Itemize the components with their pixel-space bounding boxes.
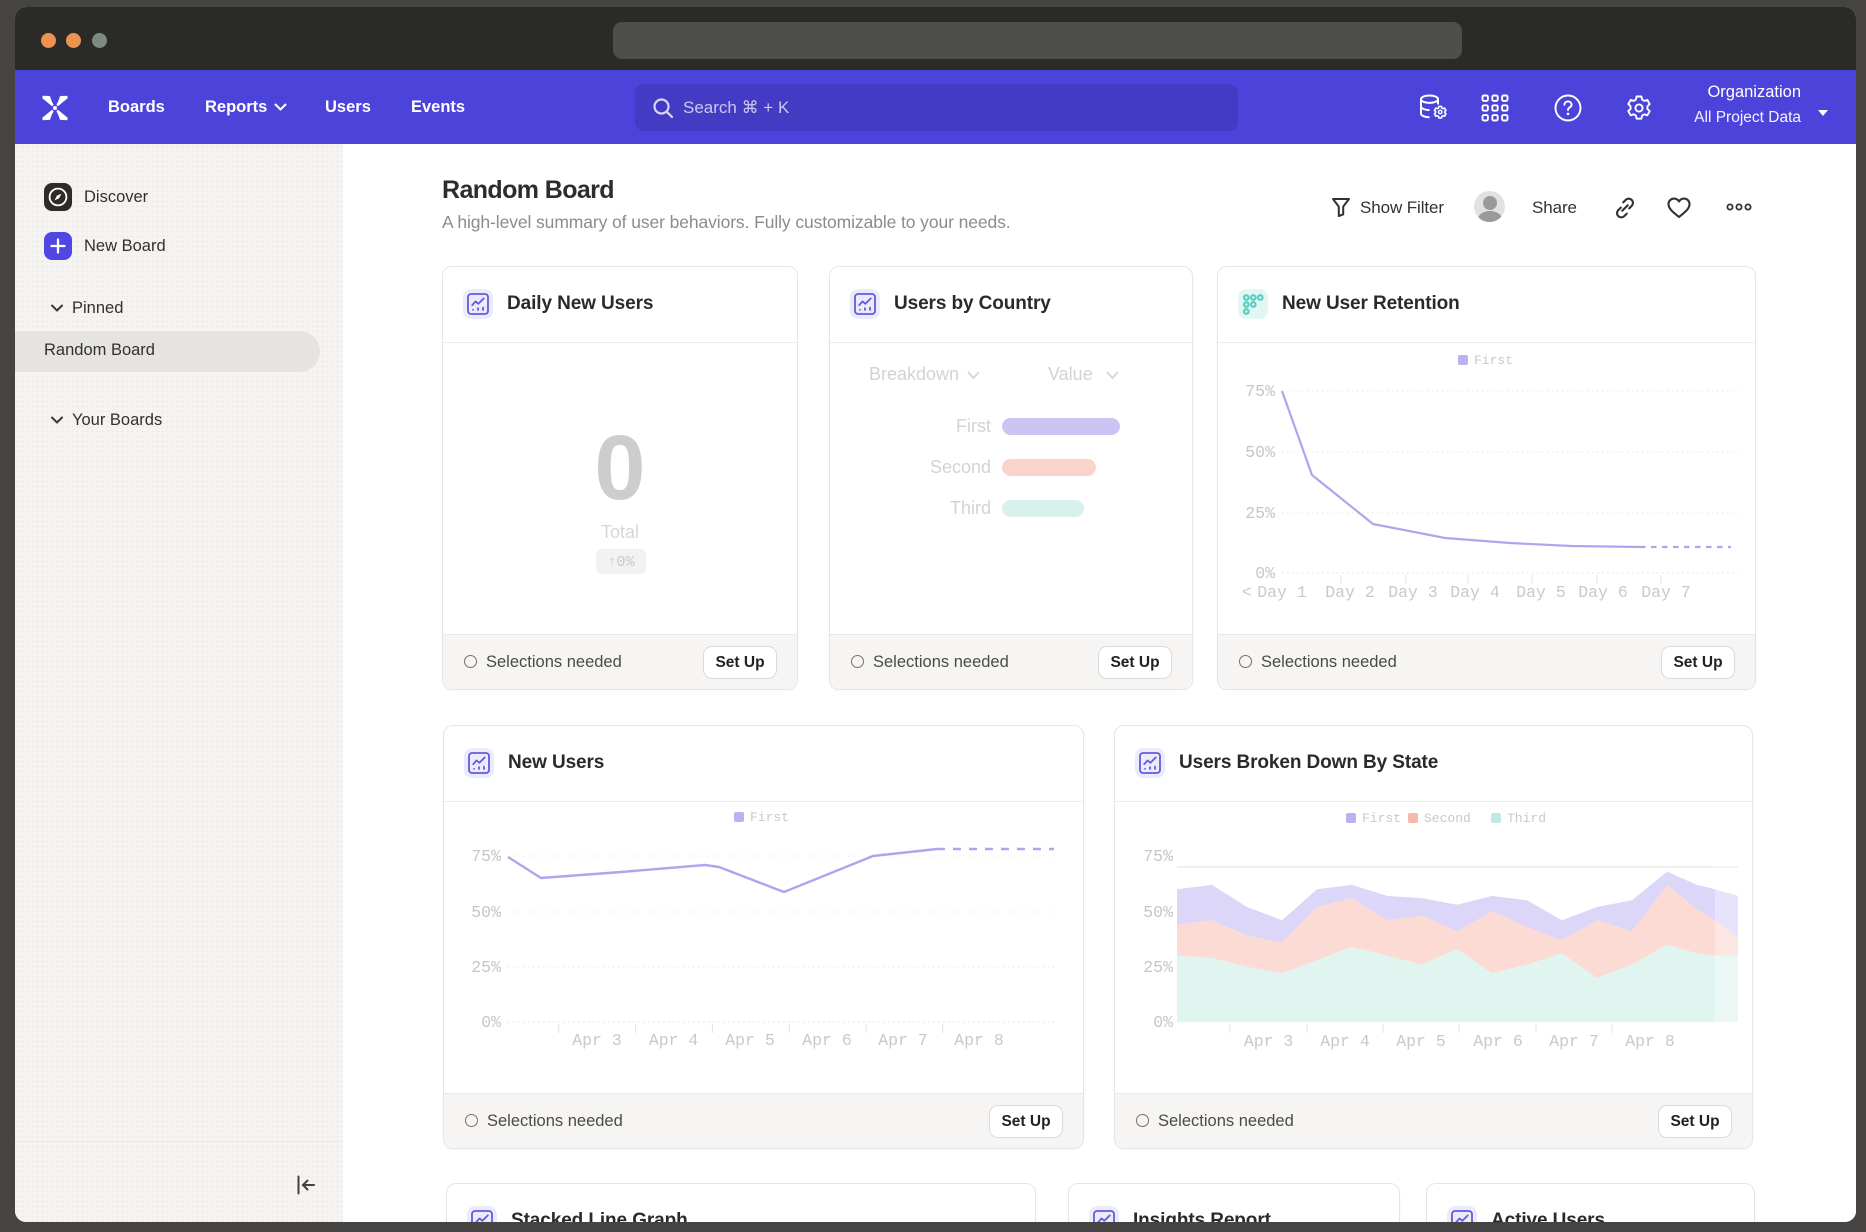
svg-text:Apr 4: Apr 4 bbox=[1320, 1032, 1370, 1051]
svg-text:25%: 25% bbox=[1245, 504, 1275, 523]
svg-text:Apr 3: Apr 3 bbox=[572, 1031, 622, 1050]
svg-text:50%: 50% bbox=[471, 903, 501, 922]
svg-text:Day 7: Day 7 bbox=[1641, 583, 1691, 602]
svg-text:Apr 8: Apr 8 bbox=[1625, 1032, 1675, 1051]
svg-text:Apr 5: Apr 5 bbox=[725, 1031, 775, 1050]
svg-text:Apr 5: Apr 5 bbox=[1396, 1032, 1446, 1051]
svg-text:First: First bbox=[750, 810, 789, 825]
svg-text:Day 4: Day 4 bbox=[1450, 583, 1500, 602]
svg-text:75%: 75% bbox=[1143, 847, 1173, 866]
svg-text:Day 3: Day 3 bbox=[1388, 583, 1438, 602]
svg-text:<: < bbox=[1242, 583, 1252, 602]
svg-text:Apr 7: Apr 7 bbox=[878, 1031, 928, 1050]
svg-text:Apr 6: Apr 6 bbox=[1473, 1032, 1523, 1051]
svg-text:25%: 25% bbox=[471, 958, 501, 977]
svg-text:Third: Third bbox=[1507, 811, 1546, 826]
svg-text:Apr 4: Apr 4 bbox=[649, 1031, 699, 1050]
svg-text:Apr 6: Apr 6 bbox=[802, 1031, 852, 1050]
svg-text:75%: 75% bbox=[471, 847, 501, 866]
svg-text:First: First bbox=[1362, 811, 1401, 826]
svg-text:50%: 50% bbox=[1245, 443, 1275, 462]
svg-text:75%: 75% bbox=[1245, 382, 1275, 401]
svg-text:0%: 0% bbox=[1255, 564, 1275, 583]
svg-text:Second: Second bbox=[1424, 811, 1471, 826]
svg-text:0%: 0% bbox=[1153, 1013, 1173, 1032]
svg-text:Day 5: Day 5 bbox=[1516, 583, 1566, 602]
svg-text:Day 6: Day 6 bbox=[1578, 583, 1628, 602]
svg-text:Day 1: Day 1 bbox=[1257, 583, 1307, 602]
svg-text:25%: 25% bbox=[1143, 958, 1173, 977]
svg-text:First: First bbox=[1474, 353, 1513, 368]
svg-text:Day 2: Day 2 bbox=[1325, 583, 1375, 602]
svg-text:Apr 3: Apr 3 bbox=[1244, 1032, 1294, 1051]
svg-text:Apr 7: Apr 7 bbox=[1549, 1032, 1599, 1051]
svg-text:50%: 50% bbox=[1143, 903, 1173, 922]
svg-text:0%: 0% bbox=[481, 1013, 501, 1032]
svg-text:Apr 8: Apr 8 bbox=[954, 1031, 1004, 1050]
